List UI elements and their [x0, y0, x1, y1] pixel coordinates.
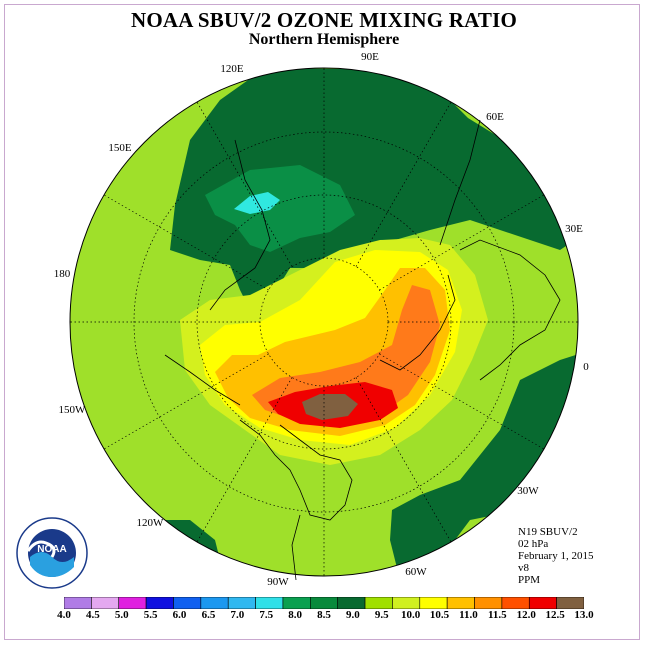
colorbar-swatch — [392, 597, 421, 609]
colorbar — [64, 597, 584, 609]
coastline-alaska — [164, 354, 241, 406]
lon-label-30w: 30W — [517, 485, 539, 497]
latitude-ring-30 — [133, 131, 515, 513]
page-frame — [4, 4, 640, 640]
map-title: NOAA SBUV/2 OZONE MIXING RATIO — [131, 8, 517, 32]
colorbar-tick-label: 4.5 — [86, 609, 100, 621]
lon-label-0: 0 — [583, 361, 589, 373]
colorbar-swatch — [173, 597, 202, 609]
colorbar-tick-label: 5.5 — [143, 609, 158, 621]
colorbar-tick-label: 9.5 — [374, 609, 389, 621]
colorbar-tick-label: 7.0 — [230, 609, 245, 621]
lon-label-150e: 150E — [108, 142, 132, 154]
logo-wave — [30, 552, 74, 577]
colorbar-tick-label: 12.5 — [545, 609, 565, 621]
field-brown — [302, 394, 358, 420]
coastline-europe — [459, 239, 561, 381]
coastline-north-america — [239, 419, 353, 521]
coastlines — [164, 119, 561, 581]
colorbar-swatch — [446, 597, 475, 609]
colorbar-swatch — [501, 597, 530, 609]
colorbar-tick-label: 5.0 — [114, 609, 129, 621]
colorbar-swatch — [227, 597, 256, 609]
colorbar-swatch — [282, 597, 311, 609]
map-boundary — [69, 67, 579, 577]
ozone-field — [70, 68, 578, 576]
lon-label-60e: 60E — [486, 111, 504, 123]
lon-label-180: 180 — [54, 268, 71, 280]
lon-label-120e: 120E — [220, 63, 244, 75]
coastline-central-america — [291, 514, 301, 581]
colorbar-swatch — [145, 597, 174, 609]
map-subtitle: Northern Hemisphere — [248, 31, 400, 48]
colorbar-swatch — [64, 597, 92, 609]
lon-label-60w: 60W — [405, 566, 427, 578]
latitude-ring-50 — [196, 194, 452, 450]
noaa-logo: NOAA — [16, 517, 88, 589]
coastline-asia-east — [209, 139, 271, 311]
colorbar-tick-label: 8.5 — [317, 609, 331, 621]
colorbar-swatch — [556, 597, 584, 609]
info-date: February 1, 2015 — [518, 550, 594, 562]
field-medium-green — [205, 165, 355, 252]
info-units: PPM — [518, 574, 541, 586]
graticule — [70, 68, 578, 576]
lon-label-150w: 150W — [59, 404, 87, 416]
colorbar-tick-label: 7.5 — [259, 609, 274, 621]
colorbar-tick-label: 11.0 — [459, 609, 478, 621]
lon-label-120w: 120W — [137, 517, 165, 529]
colorbar-tick-label: 10.0 — [401, 609, 421, 621]
colorbar-swatch — [419, 597, 448, 609]
colorbar-tick-label: 9.0 — [346, 609, 360, 621]
colorbar-swatch — [337, 597, 366, 609]
lon-label-90e: 90E — [361, 51, 379, 63]
lon-label-30e: 30E — [565, 223, 583, 235]
colorbar-swatch — [200, 597, 229, 609]
colorbar-swatch — [91, 597, 120, 609]
colorbar-tick-label: 13.0 — [574, 609, 594, 621]
colorbar-tick-label: 6.0 — [172, 609, 187, 621]
field-cyan — [234, 192, 280, 214]
colorbar-swatch — [118, 597, 147, 609]
colorbar-swatch — [255, 597, 284, 609]
logo-bird — [26, 540, 56, 558]
info-instrument: N19 SBUV/2 — [518, 526, 578, 538]
colorbar-swatch — [364, 597, 393, 609]
colorbar-tick-label: 12.0 — [516, 609, 536, 621]
colorbar-tick-label: 6.5 — [201, 609, 216, 621]
lon-label-90w: 90W — [267, 576, 289, 588]
info-level: 02 hPa — [518, 538, 549, 550]
colorbar-tick-label: 10.5 — [429, 609, 450, 621]
colorbar-tick-label: 8.0 — [288, 609, 302, 621]
colorbar-swatch — [310, 597, 338, 609]
logo-text: NOAA — [37, 544, 66, 555]
colorbar-tick-label: 4.0 — [57, 609, 71, 621]
field-dark-orange — [252, 285, 440, 425]
colorbar-tick-label: 11.5 — [488, 609, 507, 621]
coastline-scandinavia — [439, 119, 481, 246]
colorbar-swatch — [528, 597, 557, 609]
info-version: v8 — [518, 562, 529, 574]
coastline-greenland — [379, 274, 456, 371]
colorbar-swatch — [474, 597, 503, 609]
